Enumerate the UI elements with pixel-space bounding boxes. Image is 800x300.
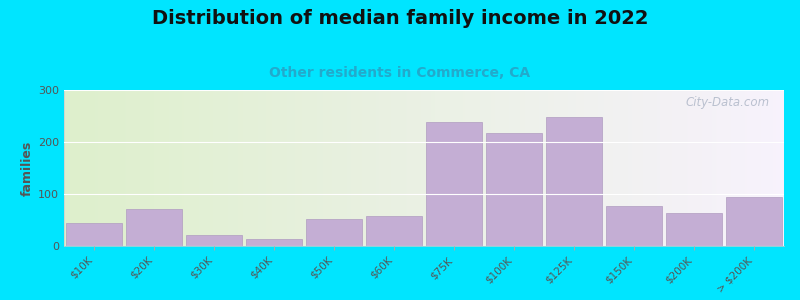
Text: Other residents in Commerce, CA: Other residents in Commerce, CA	[270, 66, 530, 80]
Bar	[546, 117, 602, 246]
Text: Distribution of median family income in 2022: Distribution of median family income in …	[152, 9, 648, 28]
Bar	[246, 239, 302, 246]
Bar	[126, 208, 182, 246]
Bar	[186, 235, 242, 246]
Bar	[426, 122, 482, 246]
Bar	[366, 216, 422, 246]
Bar	[666, 213, 722, 246]
Bar	[606, 206, 662, 246]
Bar	[486, 133, 542, 246]
Text: City-Data.com: City-Data.com	[686, 96, 770, 109]
Bar	[66, 223, 122, 246]
Y-axis label: families: families	[21, 140, 34, 196]
Bar	[306, 219, 362, 246]
Bar	[726, 196, 782, 246]
